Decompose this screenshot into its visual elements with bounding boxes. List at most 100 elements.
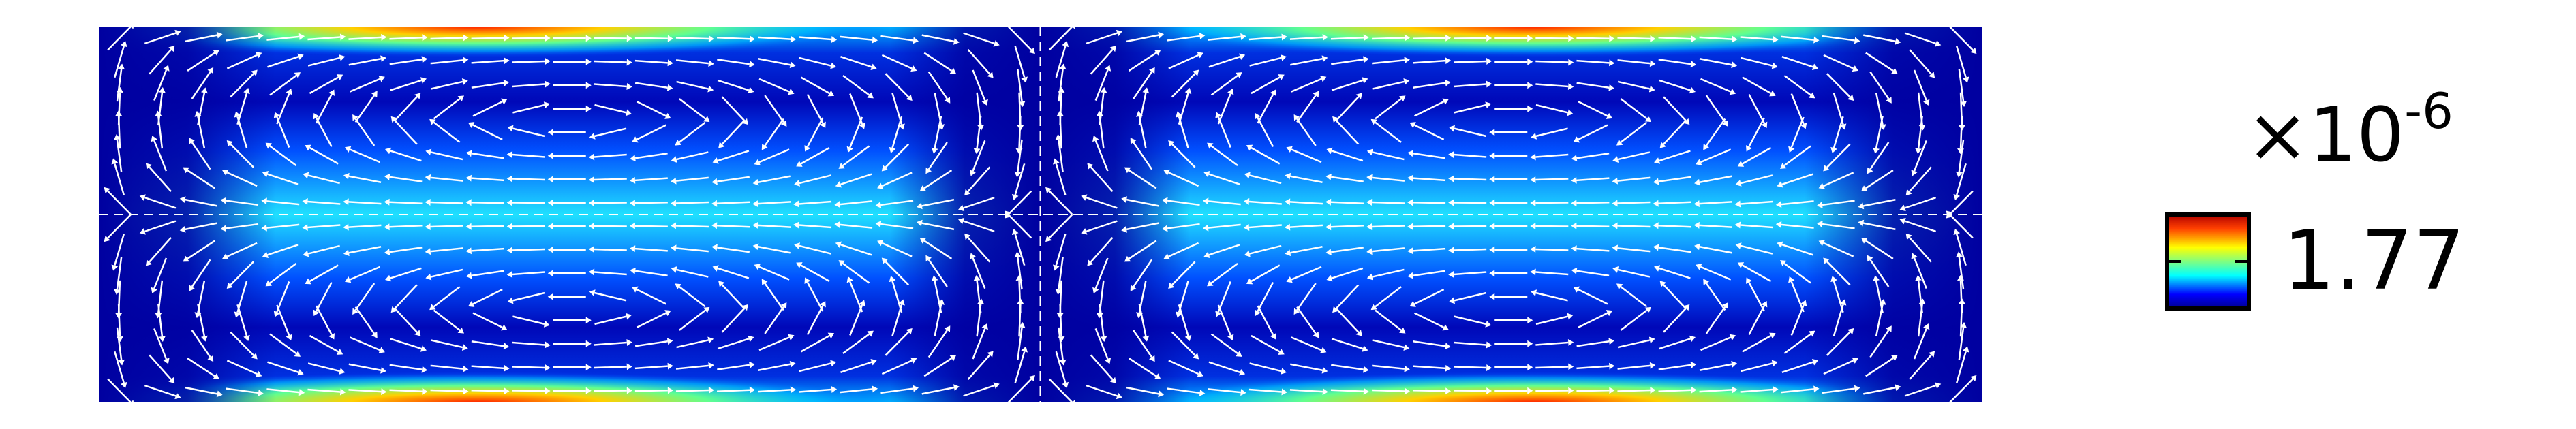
flow-arrow [752,178,759,186]
flow-arrow [1296,283,1317,311]
flow-arrow [1045,235,1052,242]
flow-arrow [849,116,863,148]
flow-arrow [1116,392,1122,400]
flow-arrow [1527,35,1533,42]
flow-arrow [1659,267,1691,279]
flow-arrow [174,392,181,400]
flow-arrow [880,35,914,42]
flow-arrow [708,362,714,369]
flow-arrow [1454,83,1487,88]
flow-arrow [703,306,710,313]
flow-arrow [512,127,545,138]
flow-arrow [266,200,300,206]
flow-arrow [1178,116,1189,148]
flow-arrow [114,234,125,266]
flow-arrow [594,271,627,276]
flow-arrow [588,153,595,161]
flow-arrow [390,150,422,162]
flow-arrow [634,59,668,64]
flow-arrow [1913,140,1927,172]
flow-arrow [1568,387,1574,394]
flow-arrow [987,72,994,78]
flow-arrow [1413,225,1446,227]
flow-arrow [1658,176,1691,182]
flow-arrow [213,50,219,56]
flow-arrow [1617,339,1651,349]
flow-arrow [273,112,280,118]
flow-arrow [916,202,923,210]
flow-arrow [842,145,870,167]
flow-arrow [1094,140,1109,172]
flow-arrow [1059,116,1062,149]
flow-arrow [1162,197,1168,204]
flow-arrow [545,387,551,394]
flow-arrow [384,249,390,256]
flow-arrow [1099,304,1105,337]
flow-arrow [1693,221,1700,229]
flow-arrow [1489,293,1495,300]
flow-arrow [422,34,428,42]
flow-arrow [269,74,297,96]
flow-arrow [506,151,513,159]
flow-arrow [197,116,206,149]
flow-arrow [1617,176,1651,182]
flow-arrow [1735,180,1742,187]
flow-arrow [1769,90,1776,97]
flow-arrow [835,181,842,188]
flow-arrow [213,373,219,379]
flow-arrow [634,270,668,276]
flow-arrow [1865,240,1894,259]
flow-arrow [1281,388,1287,396]
flow-arrow [471,202,504,204]
flow-arrow [343,172,350,180]
flow-arrow [972,328,986,360]
flow-arrow [1133,71,1153,99]
flow-arrow [1136,110,1143,117]
flow-arrow [297,53,304,60]
flow-arrow [1094,328,1109,360]
flow-arrow [1321,55,1328,63]
flow-arrow [626,59,632,66]
flow-arrow [1330,201,1364,205]
flow-arrow [927,330,948,358]
flow-arrow [806,305,824,336]
flow-arrow [1854,385,1860,392]
flow-arrow [675,59,709,65]
flow-arrow [1489,246,1495,253]
flow-arrow [1017,257,1023,290]
flow-arrow [1741,362,1773,372]
flow-arrow [1609,59,1615,67]
flow-arrow [149,48,172,75]
flow-arrow [1335,96,1360,122]
flow-arrow [187,52,215,72]
flow-arrow [588,199,594,206]
flow-arrow [840,388,873,394]
flow-arrow [1248,36,1282,41]
flow-arrow [467,122,475,129]
flow-arrow [1445,364,1452,372]
flow-arrow [1081,228,1088,235]
flow-arrow [780,120,787,127]
flow-arrow [1320,76,1327,82]
flow-arrow [1017,139,1023,172]
flow-arrow [107,214,132,239]
flow-arrow [461,344,468,351]
hot-spot [99,372,900,402]
flow-arrow [1689,86,1696,94]
flow-arrow [758,148,790,163]
flow-arrow [1104,65,1111,72]
flow-arrow [666,84,673,91]
flow-arrow [1530,223,1536,230]
flow-arrow [1899,217,1906,225]
flow-arrow [1257,93,1274,124]
flow-arrow [1092,287,1099,293]
flow-arrow [1335,119,1360,145]
flow-arrow [1576,247,1610,252]
flow-arrow [343,249,350,257]
flow-arrow [1007,27,1032,51]
flow-arrow [1090,236,1114,263]
flow-arrow [800,76,830,95]
flow-arrow [1286,146,1293,153]
flow-arrow [1489,176,1495,183]
flow-arrow [1735,242,1742,249]
